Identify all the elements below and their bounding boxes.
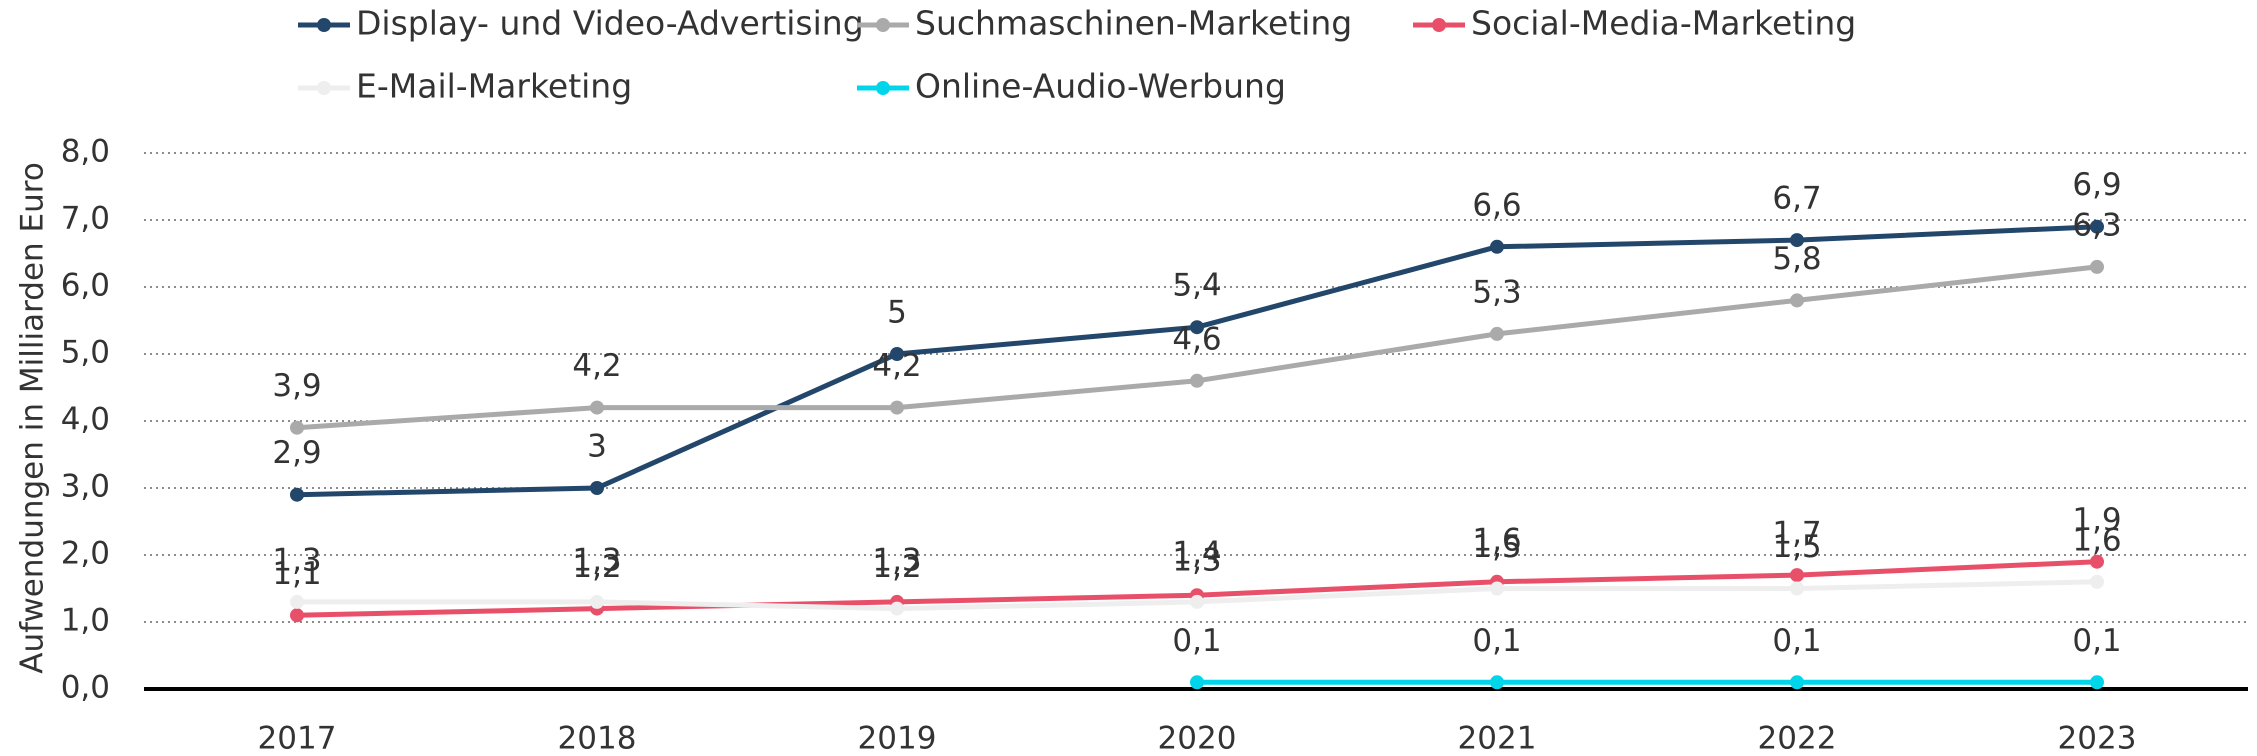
- data-point: [2090, 574, 2104, 589]
- legend-marker: [1432, 18, 1446, 32]
- data-label: 2,9: [272, 435, 321, 471]
- x-tick-label: 2019: [858, 721, 937, 756]
- data-label: 0,1: [2072, 623, 2121, 659]
- x-tick-label: 2021: [1458, 721, 1537, 756]
- legend-marker: [317, 81, 331, 95]
- data-point: [290, 420, 304, 435]
- data-point: [1790, 293, 1804, 308]
- y-tick-label: 0,0: [61, 670, 110, 706]
- data-label: 5,4: [1172, 268, 1221, 304]
- data-label: 0,1: [1472, 623, 1521, 659]
- data-label: 4,2: [872, 348, 921, 384]
- data-point: [290, 487, 304, 502]
- data-label: 5: [887, 295, 907, 331]
- x-tick-label: 2020: [1158, 721, 1237, 756]
- data-point: [890, 347, 904, 361]
- y-tick-label: 6,0: [61, 268, 110, 304]
- data-point: [890, 601, 904, 616]
- data-point: [2090, 219, 2104, 234]
- data-point: [1490, 675, 1504, 690]
- data-label: 4,2: [572, 348, 621, 384]
- legend-marker: [876, 18, 890, 32]
- data-label: 1,3: [872, 542, 921, 578]
- data-label: 1,2: [872, 549, 921, 585]
- data-label: 3: [587, 429, 607, 465]
- data-label: 1,3: [1172, 542, 1221, 578]
- data-label: 5,8: [1772, 241, 1821, 277]
- data-point: [1490, 239, 1504, 254]
- legend-label: Suchmaschinen-Marketing: [915, 4, 1352, 43]
- y-tick-label: 7,0: [61, 201, 110, 237]
- data-label: 1,7: [1772, 516, 1821, 552]
- x-tick-label: 2022: [1758, 721, 1837, 756]
- x-tick-label: 2018: [558, 721, 637, 756]
- data-label: 1,6: [2072, 522, 2121, 558]
- data-label: 6,7: [1772, 181, 1821, 217]
- y-tick-label: 8,0: [61, 134, 110, 170]
- y-tick-label: 5,0: [61, 335, 110, 371]
- data-label: 4,6: [1172, 321, 1221, 357]
- data-label: 5,3: [1472, 274, 1521, 310]
- data-point: [1790, 233, 1804, 248]
- data-point: [890, 400, 904, 415]
- data-point: [590, 481, 604, 495]
- data-point: [290, 594, 304, 609]
- data-label: 3,9: [272, 368, 321, 404]
- legend-marker: [876, 81, 890, 95]
- x-tick-label: 2023: [2058, 721, 2137, 756]
- y-tick-label: 2,0: [61, 536, 110, 572]
- y-tick-label: 4,0: [61, 402, 110, 438]
- data-point: [1190, 675, 1204, 690]
- legend-label: Social-Media-Marketing: [1471, 4, 1856, 43]
- data-label: 6,9: [2072, 167, 2121, 203]
- data-label: 1,3: [272, 542, 321, 578]
- data-label: 1,6: [1472, 522, 1521, 558]
- legend-label: Online-Audio-Werbung: [915, 67, 1286, 106]
- data-label: 0,1: [1772, 623, 1821, 659]
- data-label: 6,3: [2072, 207, 2121, 243]
- data-point: [1790, 581, 1804, 596]
- data-label: 1,2: [572, 549, 621, 585]
- data-label: 1,5: [1772, 529, 1821, 565]
- data-label: 6,6: [1472, 187, 1521, 223]
- data-label: 0,1: [1172, 623, 1221, 659]
- x-tick-label: 2017: [258, 721, 337, 756]
- legend-marker: [317, 18, 331, 32]
- y-tick-label: 1,0: [61, 603, 110, 639]
- data-point: [2090, 259, 2104, 274]
- data-point: [2090, 554, 2104, 569]
- data-point: [1490, 326, 1504, 341]
- data-label: 1,5: [1472, 529, 1521, 565]
- data-point: [1790, 675, 1804, 690]
- legend-label: E-Mail-Marketing: [356, 67, 632, 106]
- legend-label: Display- und Video-Advertising: [356, 4, 864, 43]
- data-label: 1,1: [272, 556, 321, 592]
- data-point: [1790, 568, 1804, 583]
- data-point: [1190, 373, 1204, 388]
- y-axis-title: Aufwendungen in Milliarden Euro: [15, 162, 51, 674]
- data-point: [1490, 581, 1504, 596]
- data-point: [1190, 320, 1204, 335]
- data-point: [590, 400, 604, 415]
- y-tick-label: 3,0: [61, 469, 110, 505]
- data-point: [1190, 594, 1204, 609]
- data-point: [2090, 675, 2104, 690]
- data-label: 1,3: [572, 542, 621, 578]
- data-label: 1,9: [2072, 502, 2121, 538]
- data-point: [290, 608, 304, 623]
- data-point: [590, 594, 604, 609]
- data-label: 1,4: [1172, 536, 1221, 572]
